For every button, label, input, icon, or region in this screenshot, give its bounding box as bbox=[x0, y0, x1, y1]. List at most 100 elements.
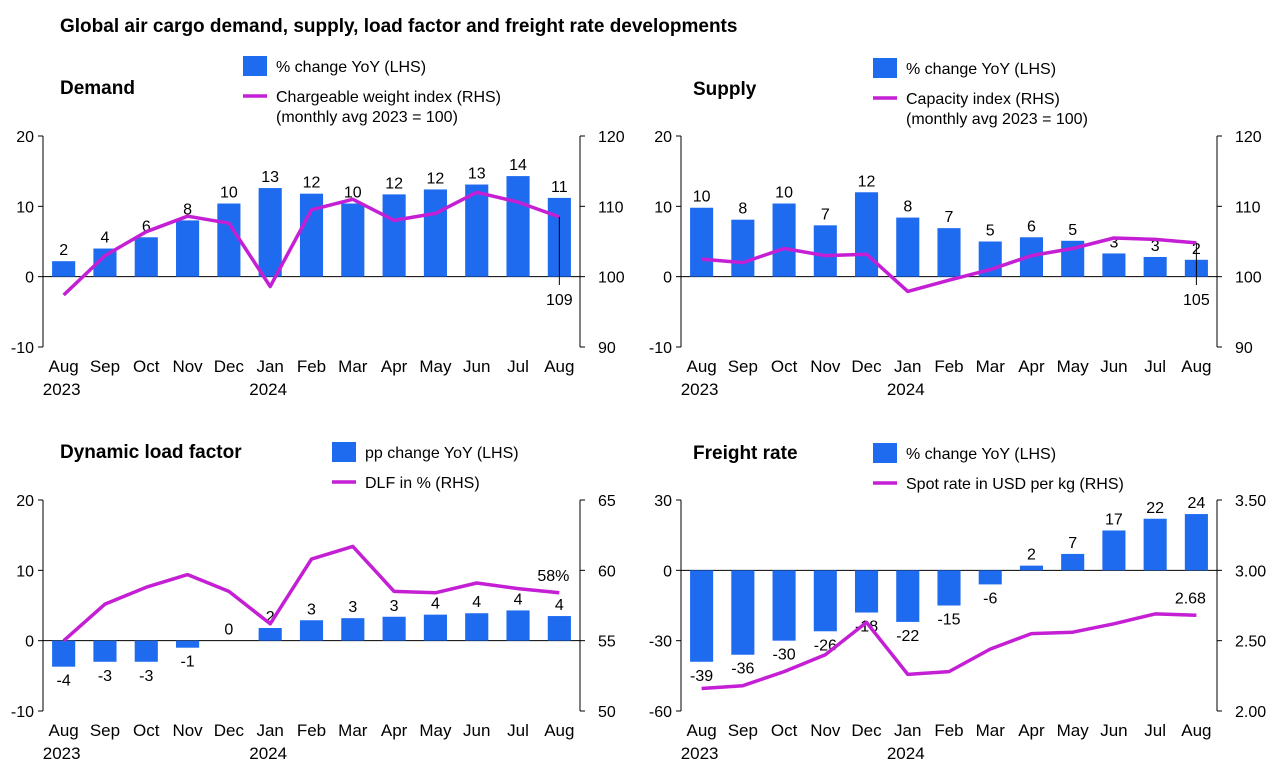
chart4-left-tick-label: -60 bbox=[649, 704, 672, 721]
chart2-legend-line-label-2: (monthly avg 2023 = 100) bbox=[906, 111, 1088, 128]
chart2-bar bbox=[690, 207, 714, 277]
chart1-bar bbox=[506, 176, 530, 277]
chart1-x-tick-label: Aug bbox=[49, 357, 79, 376]
chart3-bar bbox=[465, 613, 489, 641]
chart2-bar-label: 12 bbox=[858, 173, 876, 190]
chart3-x-tick-label: Feb bbox=[297, 721, 326, 740]
chart4-x-tick-label: Oct bbox=[771, 721, 798, 740]
chart4-bar-label: -39 bbox=[690, 668, 713, 685]
chart4-bar bbox=[1143, 518, 1167, 571]
chart1-bar bbox=[176, 220, 200, 277]
chart1-left-tick-label: 20 bbox=[16, 129, 34, 146]
chart1-legend-line-label-2: (monthly avg 2023 = 100) bbox=[276, 109, 458, 126]
chart3-x-tick-label: Oct bbox=[133, 721, 160, 740]
chart2-bar-label: 3 bbox=[1109, 234, 1118, 251]
chart3-bar bbox=[299, 620, 324, 641]
chart1-bar bbox=[93, 248, 117, 277]
chart1-line-series bbox=[62, 190, 560, 297]
chart3-right-tick-label: 55 bbox=[598, 634, 616, 651]
chart4-bar bbox=[1102, 530, 1126, 571]
chart4-bar-label: 7 bbox=[1068, 535, 1077, 552]
chart1-bar bbox=[134, 237, 158, 277]
chart1-bar bbox=[423, 189, 447, 277]
chart1-legend-bar-swatch bbox=[243, 56, 267, 76]
chart2-line-series bbox=[701, 236, 1197, 294]
chart1-bar-label: 10 bbox=[220, 185, 238, 202]
chart4-bar bbox=[813, 570, 837, 632]
chart1-left-tick-label: 10 bbox=[16, 199, 34, 216]
chart2-bar bbox=[1143, 256, 1167, 277]
chart3-bar-label: 0 bbox=[224, 622, 233, 639]
chart2-bar-label: 8 bbox=[903, 199, 912, 216]
chart4-bar-label: 17 bbox=[1105, 511, 1123, 528]
chart4-bar bbox=[896, 570, 920, 622]
chart2-bar bbox=[1102, 253, 1126, 277]
chart2-left-tick-label: 0 bbox=[663, 270, 672, 287]
chart2-x-tick-label: Sep bbox=[728, 357, 758, 376]
chart3-title: Dynamic load factor bbox=[60, 442, 242, 463]
chart3-bar bbox=[52, 640, 76, 667]
chart4-line-series bbox=[701, 612, 1197, 691]
chart3-bar bbox=[134, 640, 158, 662]
chart1-x-tick-label: Apr bbox=[381, 357, 408, 376]
chart1-x-tick-label: Mar bbox=[338, 357, 368, 376]
chart1-x-tick-label: Jun bbox=[463, 357, 490, 376]
chart4-end-label: 2.68 bbox=[1175, 590, 1206, 607]
chart2-bar-label: 5 bbox=[986, 223, 995, 240]
chart3-bar-label: 4 bbox=[472, 594, 481, 611]
chart4-bar bbox=[854, 570, 879, 613]
chart1-right-tick-label: 110 bbox=[598, 199, 624, 216]
chart2-x-tick-label: Apr bbox=[1018, 357, 1045, 376]
chart3-x-tick-label: Nov bbox=[172, 721, 203, 740]
chart1-title: Demand bbox=[60, 78, 135, 99]
chart1-bar-label: 11 bbox=[551, 179, 568, 196]
chart2-bar bbox=[937, 228, 961, 277]
chart4-bar bbox=[690, 570, 714, 662]
chart3-right-tick-label: 60 bbox=[598, 563, 616, 580]
chart2-bar bbox=[896, 217, 920, 277]
chart1-bar-label: 13 bbox=[261, 169, 279, 186]
chart3-left-tick-label: 0 bbox=[25, 634, 34, 651]
chart4-bar-label: 24 bbox=[1187, 495, 1205, 512]
chart2-end-label: 105 bbox=[1183, 292, 1210, 309]
chart4-legend-line-label: Spot rate in USD per kg (RHS) bbox=[906, 476, 1124, 493]
chart3-x-tick-label: Aug bbox=[544, 721, 574, 740]
chart1-bar bbox=[52, 261, 76, 277]
chart3-line-series bbox=[62, 544, 560, 643]
chart2-bar-label: 3 bbox=[1151, 238, 1160, 255]
chart1-bar-label: 4 bbox=[101, 230, 110, 247]
chart1-bar-label: 12 bbox=[303, 175, 321, 192]
chart3-x-tick-label: Mar bbox=[338, 721, 368, 740]
chart2-x-year-label: 2024 bbox=[887, 380, 925, 399]
chart3-bar-label: -3 bbox=[139, 668, 153, 685]
chart2-legend-line-label: Capacity index (RHS) bbox=[906, 91, 1060, 108]
chart3-right-tick-label: 50 bbox=[598, 704, 616, 721]
chart1-bar-label: 2 bbox=[59, 242, 68, 259]
chart3-x-tick-label: Sep bbox=[90, 721, 120, 740]
chart4-x-tick-label: Dec bbox=[851, 721, 882, 740]
chart2-bar bbox=[731, 219, 755, 277]
chart3-bar-label: 2 bbox=[266, 609, 275, 626]
chart3-x-tick-label: Jul bbox=[507, 721, 529, 740]
chart4-x-tick-label: Aug bbox=[1181, 721, 1211, 740]
chart4-x-year-label: 2023 bbox=[681, 744, 719, 763]
chart4-x-tick-label: Nov bbox=[810, 721, 841, 740]
chart4-left-tick-label: -30 bbox=[649, 634, 672, 651]
chart4-x-tick-label: Feb bbox=[934, 721, 963, 740]
chart1-x-tick-label: Aug bbox=[544, 357, 574, 376]
chart1-bar-label: 14 bbox=[509, 157, 527, 174]
chart3-bar bbox=[258, 628, 282, 641]
chart4-x-tick-label: Jul bbox=[1144, 721, 1166, 740]
chart1-bar bbox=[217, 203, 241, 277]
chart3-legend-bar-label: pp change YoY (LHS) bbox=[365, 445, 519, 462]
chart2-right-tick-label: 100 bbox=[1235, 270, 1262, 287]
chart1-bar-label: 12 bbox=[385, 175, 403, 192]
chart1-right-tick-label: 120 bbox=[598, 129, 625, 146]
page-title: Global air cargo demand, supply, load fa… bbox=[60, 16, 738, 37]
chart3-left-tick-label: 10 bbox=[16, 563, 34, 580]
chart4-legend-bar-label: % change YoY (LHS) bbox=[906, 446, 1056, 463]
chart3-bar-label: 3 bbox=[307, 601, 316, 618]
chart4-right-tick-label: 3.50 bbox=[1235, 493, 1266, 510]
chart1-x-tick-label: Dec bbox=[214, 357, 245, 376]
chart1-x-tick-label: Jan bbox=[256, 357, 283, 376]
